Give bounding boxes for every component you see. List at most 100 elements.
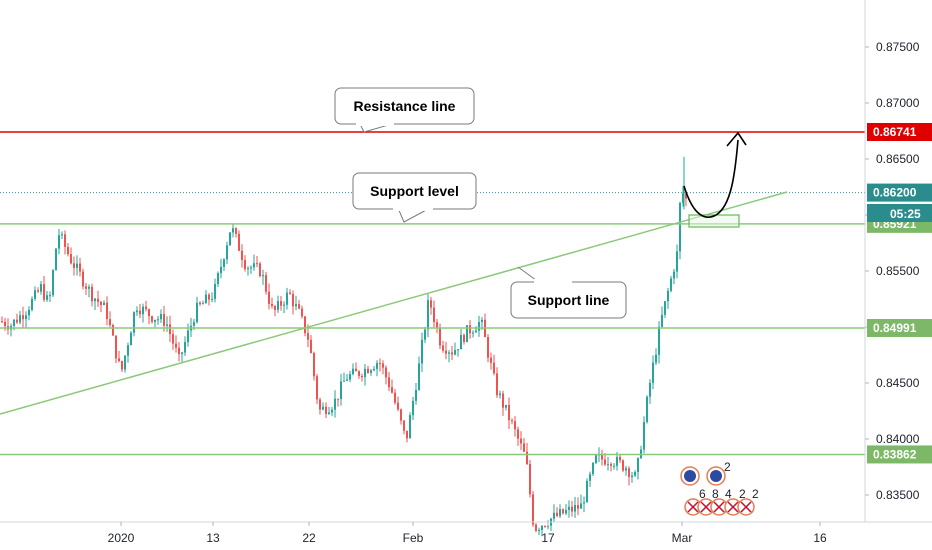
candle[interactable] — [331, 406, 333, 417]
candle[interactable] — [247, 266, 249, 276]
candle[interactable] — [664, 300, 666, 318]
candle[interactable] — [70, 247, 72, 265]
candle[interactable] — [559, 504, 561, 519]
candle[interactable] — [610, 462, 612, 472]
candle[interactable] — [400, 408, 402, 425]
candle[interactable] — [388, 371, 390, 392]
candle[interactable] — [592, 462, 594, 477]
candle[interactable] — [418, 356, 420, 391]
candle[interactable] — [361, 373, 363, 382]
candle[interactable] — [472, 330, 474, 338]
candle[interactable] — [202, 300, 204, 305]
candle[interactable] — [460, 329, 462, 350]
candle[interactable] — [478, 315, 480, 337]
candle[interactable] — [625, 465, 627, 476]
candle[interactable] — [382, 360, 384, 375]
candle[interactable] — [94, 297, 96, 311]
candle[interactable] — [505, 404, 507, 411]
candle[interactable] — [535, 523, 537, 533]
candle[interactable] — [376, 360, 378, 377]
candle[interactable] — [88, 284, 90, 298]
candle[interactable] — [385, 365, 387, 385]
candle[interactable] — [52, 268, 54, 298]
candle[interactable] — [244, 255, 246, 272]
candle[interactable] — [115, 335, 117, 364]
candle[interactable] — [643, 416, 645, 454]
candle[interactable] — [73, 256, 75, 276]
candle[interactable] — [256, 255, 258, 268]
candle[interactable] — [109, 311, 111, 328]
candle[interactable] — [91, 283, 93, 307]
candle[interactable] — [421, 332, 423, 372]
candle[interactable] — [160, 309, 162, 323]
candle[interactable] — [628, 466, 630, 486]
candle[interactable] — [253, 254, 255, 271]
candle[interactable] — [373, 365, 375, 372]
candle[interactable] — [601, 449, 603, 466]
candle[interactable] — [148, 308, 150, 325]
candle[interactable] — [310, 334, 312, 354]
candle[interactable] — [16, 313, 18, 324]
candle[interactable] — [358, 370, 360, 379]
candle[interactable] — [343, 372, 345, 382]
candle[interactable] — [181, 351, 183, 363]
candle[interactable] — [496, 367, 498, 398]
candle[interactable] — [31, 296, 33, 312]
candle[interactable] — [529, 460, 531, 498]
candle[interactable] — [316, 374, 318, 405]
callout-support-line[interactable]: Support line — [510, 266, 627, 319]
candle[interactable] — [364, 364, 366, 386]
candle[interactable] — [124, 355, 126, 373]
candle[interactable] — [319, 397, 321, 415]
candle[interactable] — [127, 342, 129, 363]
candle[interactable] — [139, 303, 141, 319]
candle[interactable] — [199, 301, 201, 306]
candle[interactable] — [337, 398, 339, 407]
candle[interactable] — [61, 231, 63, 240]
candle[interactable] — [265, 271, 267, 295]
candle[interactable] — [508, 397, 510, 430]
candle[interactable] — [673, 268, 675, 285]
candle[interactable] — [292, 290, 294, 315]
candle[interactable] — [298, 300, 300, 310]
candle[interactable] — [517, 426, 519, 446]
candle[interactable] — [25, 311, 27, 328]
candle[interactable] — [235, 227, 237, 238]
candle[interactable] — [259, 261, 261, 278]
candle[interactable] — [280, 296, 282, 311]
candle[interactable] — [166, 316, 168, 332]
candle[interactable] — [355, 362, 357, 372]
candle[interactable] — [661, 306, 663, 329]
candle[interactable] — [334, 390, 336, 418]
candle[interactable] — [169, 315, 171, 342]
candle[interactable] — [457, 349, 459, 357]
candle[interactable] — [268, 283, 270, 310]
candle[interactable] — [595, 453, 597, 464]
candle[interactable] — [487, 334, 489, 363]
candle[interactable] — [286, 287, 288, 310]
candle[interactable] — [538, 527, 540, 536]
candle[interactable] — [412, 396, 414, 421]
candle[interactable] — [424, 326, 426, 344]
candle[interactable] — [577, 497, 579, 516]
candle[interactable] — [652, 355, 654, 390]
candle[interactable] — [58, 229, 60, 255]
candle[interactable] — [220, 258, 222, 279]
candle[interactable] — [43, 275, 45, 302]
candle[interactable] — [211, 292, 213, 303]
candle[interactable] — [271, 297, 273, 309]
candle[interactable] — [583, 496, 585, 513]
candle[interactable] — [562, 508, 564, 515]
candle[interactable] — [217, 271, 219, 288]
candle[interactable] — [607, 456, 609, 471]
candle[interactable] — [586, 478, 588, 503]
candle[interactable] — [250, 265, 252, 274]
candle[interactable] — [82, 268, 84, 290]
candle[interactable] — [427, 294, 429, 338]
candle[interactable] — [229, 232, 231, 246]
candle[interactable] — [103, 300, 105, 306]
candle[interactable] — [544, 525, 546, 528]
candle[interactable] — [352, 363, 354, 376]
candle[interactable] — [178, 341, 180, 362]
